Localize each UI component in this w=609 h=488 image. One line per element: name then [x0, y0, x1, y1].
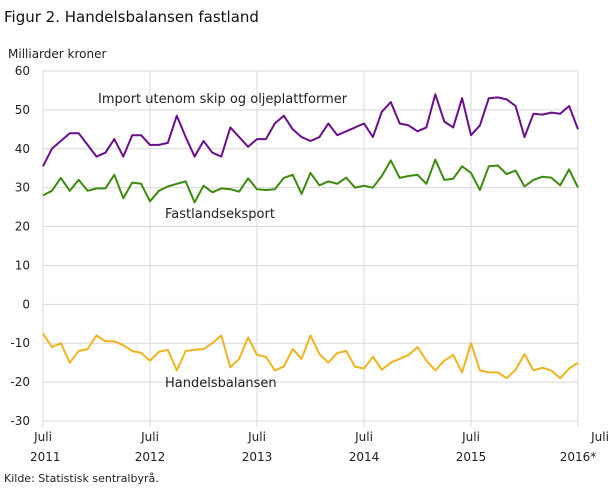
series-line-1 — [42, 158, 579, 204]
series-line-0 — [42, 93, 579, 167]
series-label: Import utenom skip og oljeplattformer — [98, 92, 348, 107]
y-tick-label: -10 — [10, 336, 30, 350]
y-tick-label: 40 — [15, 142, 30, 156]
chart-title: Figur 2. Handelsbalansen fastland — [4, 8, 259, 26]
series-line-2 — [42, 332, 579, 380]
x-tick-month: Juli — [590, 430, 609, 444]
x-tick-year: 2016* — [560, 450, 597, 464]
y-tick-label: 10 — [15, 258, 30, 272]
y-tick-label: -20 — [10, 375, 30, 389]
x-tick-month: Juli — [247, 430, 266, 444]
x-tick-month: Juli — [140, 430, 159, 444]
y-tick-label: 20 — [15, 220, 30, 234]
y-tick-label: 50 — [15, 103, 30, 117]
x-tick-year: 2012 — [135, 450, 166, 464]
x-tick-year: 2013 — [242, 450, 273, 464]
y-tick-label: 0 — [22, 297, 30, 311]
y-tick-label: -30 — [10, 414, 30, 428]
x-tick-year: 2015 — [456, 450, 487, 464]
y-tick-label: 30 — [15, 181, 30, 195]
x-tick-month: Juli — [461, 430, 480, 444]
x-tick-month: Juli — [354, 430, 373, 444]
x-tick-year: 2011 — [30, 450, 61, 464]
series-label: Fastlandseksport — [165, 207, 275, 222]
x-tick-year: 2014 — [349, 450, 380, 464]
series-label: Handelsbalansen — [165, 376, 277, 391]
y-tick-label: 60 — [15, 64, 30, 78]
y-axis-label: Milliarder kroner — [8, 47, 106, 61]
source-note: Kilde: Statistisk sentralbyrå. — [4, 472, 159, 485]
x-tick-month: Juli — [33, 430, 52, 444]
